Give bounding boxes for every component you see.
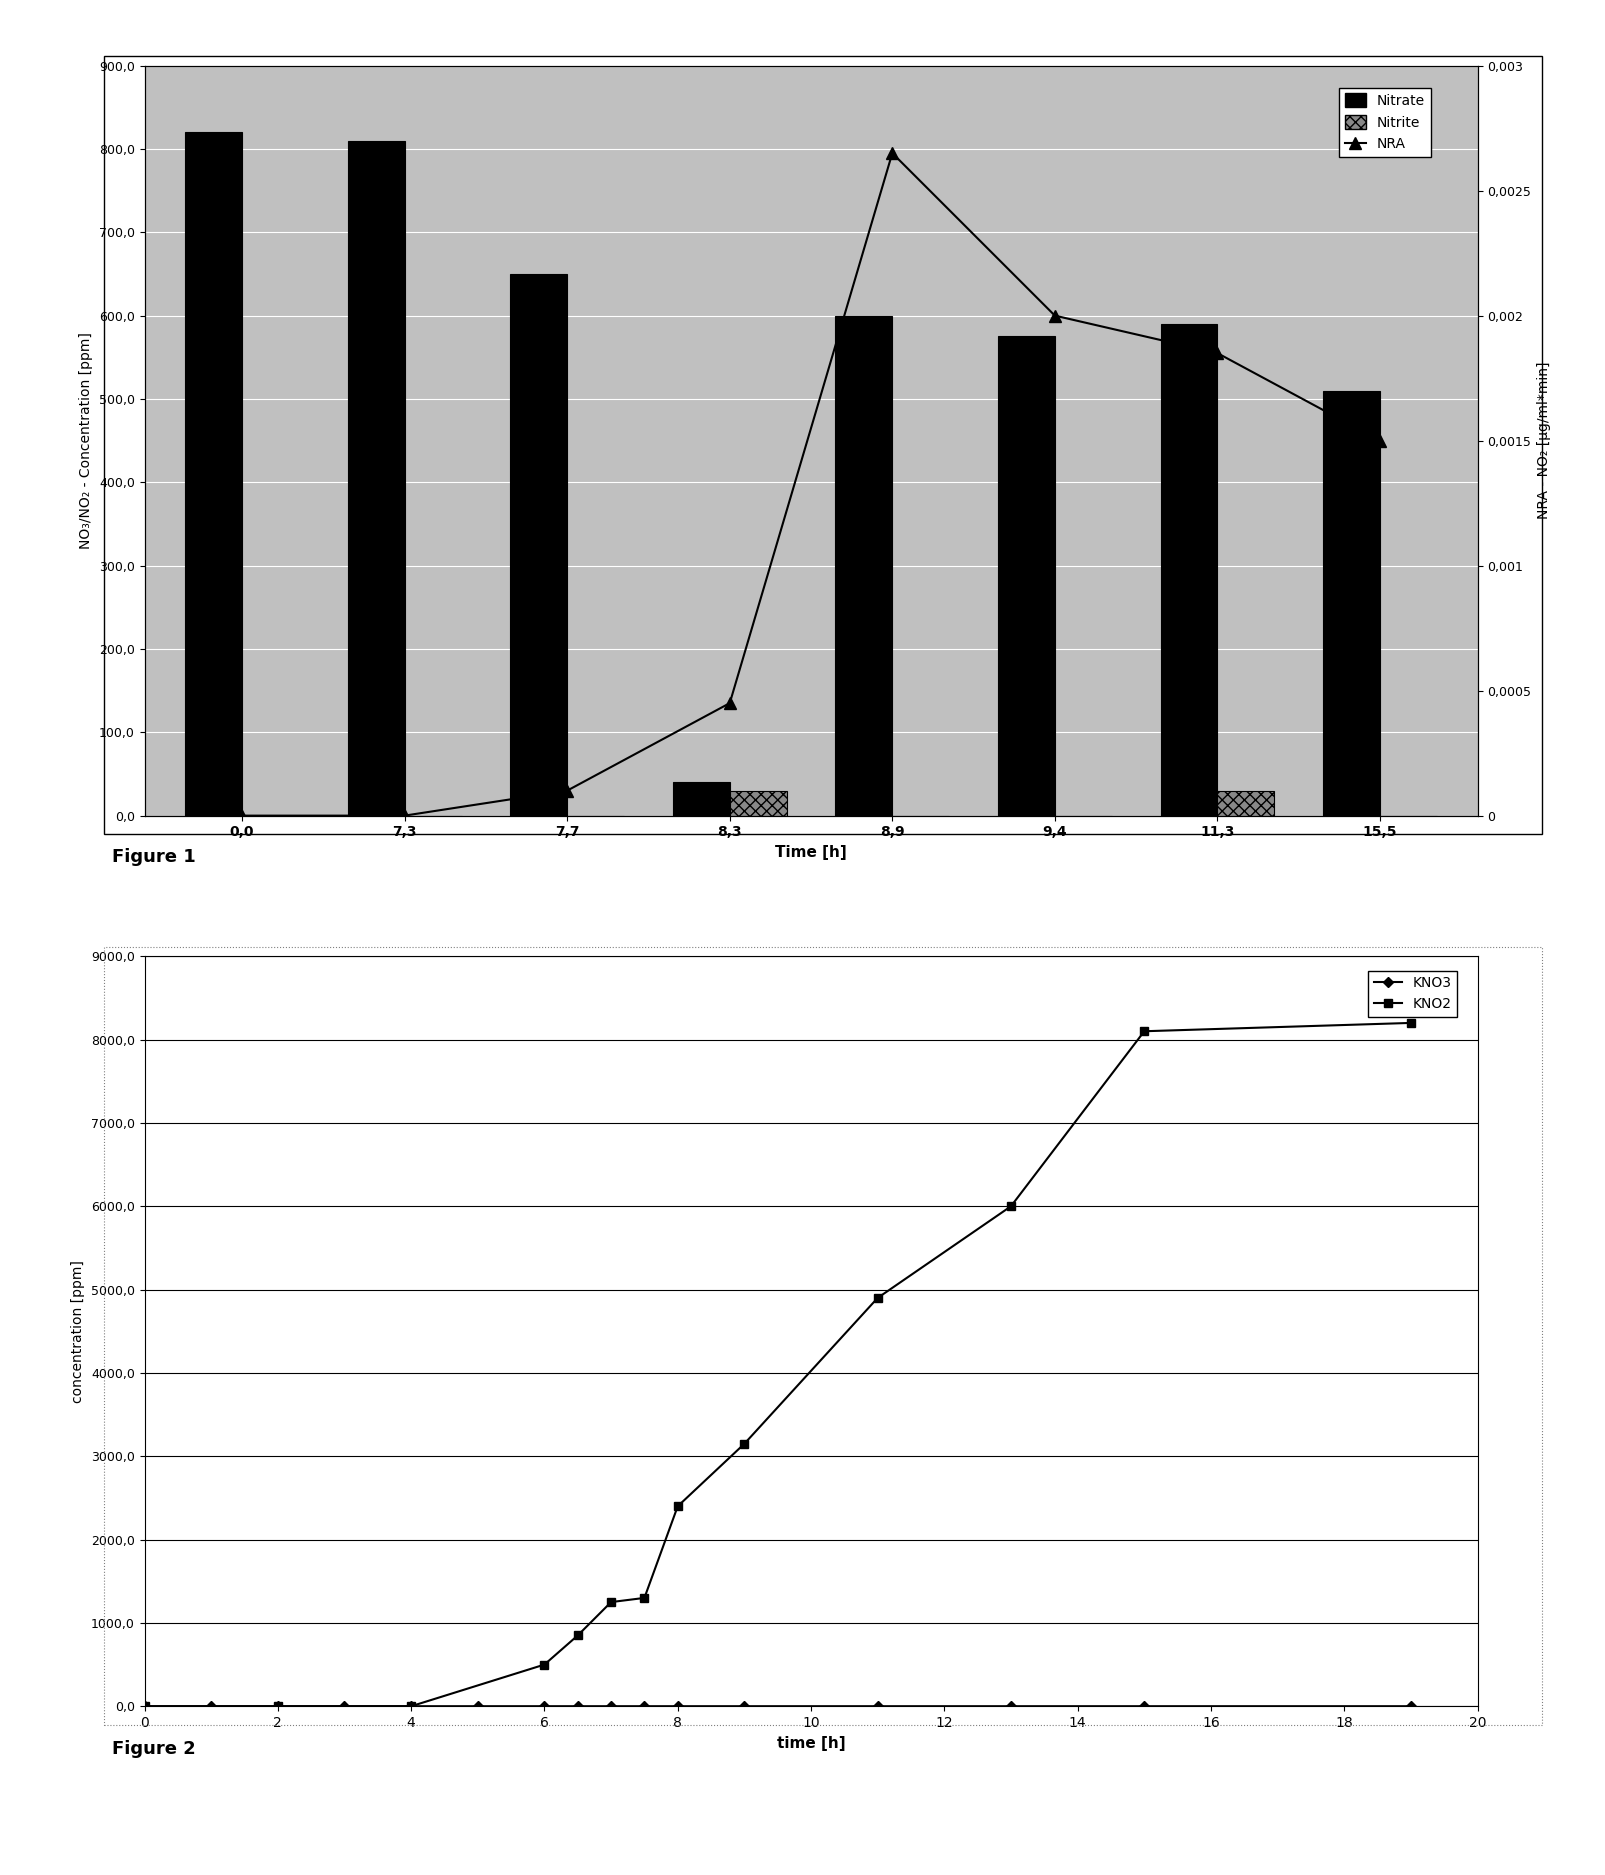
X-axis label: time [h]: time [h] [777, 1736, 844, 1751]
KNO3 [334, 1695, 353, 1718]
Bar [185, 133, 242, 816]
Bar [1217, 791, 1273, 816]
Legend: Nitrate, Nitrite, NRA: Nitrate, Nitrite, NRA [1339, 88, 1430, 158]
KNO3 [401, 1695, 421, 1718]
Y-axis label: concentration [ppm]: concentration [ppm] [71, 1260, 85, 1402]
Text: Figure 1: Figure 1 [112, 848, 196, 866]
KNO3 [1002, 1695, 1021, 1718]
KNO2 [867, 1286, 886, 1309]
KNO3 [568, 1695, 587, 1718]
Bar [348, 141, 404, 816]
Y-axis label: NRA - NO₂ [µg/ml*min]: NRA - NO₂ [µg/ml*min] [1536, 362, 1550, 519]
Bar [1323, 390, 1379, 816]
KNO3 [268, 1695, 287, 1718]
KNO3 [135, 1695, 154, 1718]
Line: KNO2: KNO2 [140, 1018, 1414, 1710]
KNO3 [1133, 1695, 1152, 1718]
KNO2 [568, 1624, 587, 1646]
KNO3 [733, 1695, 754, 1718]
KNO2 [634, 1586, 653, 1609]
KNO2 [1133, 1020, 1152, 1043]
Bar [672, 782, 729, 816]
KNO2 [1400, 1013, 1419, 1035]
KNO2 [1002, 1194, 1021, 1217]
KNO3 [534, 1695, 554, 1718]
X-axis label: Time [h]: Time [h] [775, 846, 846, 861]
KNO2 [733, 1432, 754, 1455]
KNO2 [534, 1654, 554, 1676]
KNO2 [268, 1695, 287, 1718]
KNO3 [634, 1695, 653, 1718]
Bar [1160, 324, 1217, 816]
KNO2 [135, 1695, 154, 1718]
Y-axis label: NO₃/NO₂ - Concentration [ppm]: NO₃/NO₂ - Concentration [ppm] [79, 332, 93, 549]
KNO2 [668, 1494, 687, 1517]
Bar [729, 791, 786, 816]
Legend: KNO3, KNO2: KNO3, KNO2 [1367, 971, 1456, 1016]
KNO3 [600, 1695, 620, 1718]
Text: Figure 2: Figure 2 [112, 1740, 196, 1759]
KNO3 [1400, 1695, 1419, 1718]
Bar [510, 274, 567, 816]
Line: KNO3: KNO3 [141, 1702, 1414, 1710]
Bar [835, 315, 892, 816]
KNO2 [401, 1695, 421, 1718]
KNO3 [469, 1695, 488, 1718]
KNO3 [867, 1695, 886, 1718]
KNO3 [202, 1695, 221, 1718]
Bar [997, 336, 1054, 816]
KNO2 [600, 1590, 620, 1612]
KNO3 [668, 1695, 687, 1718]
